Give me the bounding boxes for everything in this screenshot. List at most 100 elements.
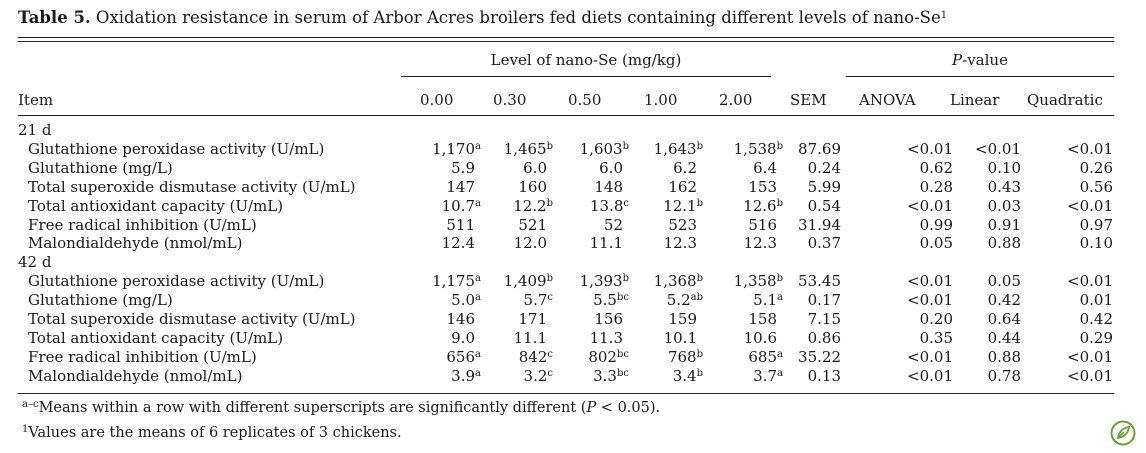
row-item-label: Total superoxide dismutase activity (U/m… (28, 310, 356, 329)
table-row: Malondialdehyde (nmol/mL) 3.9a 3.2c 3.3bc 3.… (18, 367, 1113, 386)
significance-superscript: a (475, 367, 481, 379)
col-header-level-4: 2.00 (719, 91, 753, 109)
anova-pvalue: 0.20 (919, 310, 953, 329)
level-value-cell: 768b (629, 348, 703, 367)
row-item-label: Glutathione (mg/L) (28, 291, 173, 310)
level-value-cell: 521 (481, 216, 553, 235)
level-value: 3.4 (672, 366, 697, 385)
level-value: 521 (518, 215, 547, 234)
table-row: Total antioxidant capacity (U/mL) 10.7a 12… (18, 197, 1113, 216)
header-bottom-rule (18, 115, 1114, 117)
caption-label: Table 5. (18, 8, 91, 27)
level-value: 11.3 (589, 328, 623, 347)
level-value-cell: 147 (401, 178, 481, 197)
significance-superscript: a (475, 273, 481, 285)
quadratic-pvalue: 0.42 (1079, 310, 1113, 329)
row-item-label: Malondialdehyde (nmol/mL) (28, 366, 243, 385)
footnote-replicates: 1Values are the means of 6 replicates of… (22, 424, 402, 442)
level-value: 3.2 (523, 366, 548, 385)
level-value-cell: 3.2c (481, 367, 553, 386)
quadratic-pvalue: 0.97 (1079, 215, 1113, 234)
significance-superscript: a (777, 367, 783, 379)
level-value: 5.9 (451, 158, 475, 177)
level-value: 5.7 (523, 291, 548, 310)
col-header-level-1: 0.30 (493, 91, 527, 109)
level-value: 1,538 (733, 139, 777, 158)
level-value-cell: 11.3 (553, 329, 629, 348)
top-rule (18, 37, 1114, 39)
linear-pvalue: <0.01 (975, 139, 1021, 158)
quadratic-pvalue: <0.01 (1067, 139, 1113, 158)
col-header-level-2: 0.50 (568, 91, 602, 109)
quadratic-pvalue: 0.01 (1079, 291, 1113, 310)
level-value-cell: 3.4b (629, 367, 703, 386)
level-value: 12.6 (743, 196, 777, 215)
sem-value: 7.15 (807, 310, 841, 329)
level-value: 10.7 (441, 196, 476, 215)
level-value-cell: 159 (629, 310, 703, 329)
level-value: 12.1 (663, 196, 697, 215)
sem-value: 5.99 (807, 177, 841, 196)
anova-pvalue: 0.35 (919, 328, 953, 347)
level-value: 1,393 (579, 272, 623, 291)
significance-superscript: a (475, 140, 481, 152)
level-value-cell: 5.1a (703, 291, 783, 310)
quadratic-pvalue: <0.01 (1067, 196, 1113, 215)
level-value-cell: 6.2 (629, 159, 703, 178)
col-header-anova: ANOVA (859, 91, 916, 109)
table-row: Glutathione peroxidase activity (U/mL) 1,… (18, 140, 1113, 159)
leaf-logo-icon[interactable] (1110, 420, 1136, 446)
level-value-cell: 146 (401, 310, 481, 329)
anova-pvalue: 0.28 (919, 177, 953, 196)
linear-pvalue: 0.10 (987, 158, 1021, 177)
linear-pvalue: 0.64 (987, 310, 1021, 329)
top-rule-double (18, 41, 1114, 43)
linear-pvalue: 0.44 (987, 328, 1021, 347)
significance-superscript: c (623, 197, 629, 209)
level-value-cell: 511 (401, 216, 481, 235)
table-row: Glutathione (mg/L) 5.9 6.0 6.0 6.2 6.4 0.24 0.6… (18, 159, 1113, 178)
anova-pvalue: 0.99 (919, 215, 953, 234)
level-value: 10.6 (743, 328, 777, 347)
level-value-cell: 516 (703, 216, 783, 235)
level-value-cell: 1,643b (629, 140, 703, 159)
anova-pvalue: 0.62 (919, 158, 953, 177)
level-value: 6.2 (673, 158, 697, 177)
level-value-cell: 5.2ab (629, 291, 703, 310)
table-row: Glutathione (mg/L) 5.0a 5.7c 5.5bc 5.2ab 5.1a… (18, 291, 1113, 310)
footnote-sig-mark: a–c (22, 399, 39, 410)
level-value: 11.1 (589, 234, 623, 253)
col-header-quadratic: Quadratic (1027, 91, 1103, 109)
quadratic-pvalue: <0.01 (1067, 272, 1113, 291)
level-value-cell: 52 (553, 216, 629, 235)
level-value-cell: 1,538b (703, 140, 783, 159)
col-header-item: Item (18, 91, 54, 109)
data-table: 21 d Glutathione peroxidase activity (U/m… (18, 121, 1113, 386)
anova-pvalue: <0.01 (907, 196, 953, 215)
level-value-cell: 12.2b (481, 197, 553, 216)
significance-superscript: a (475, 292, 481, 304)
level-value: 160 (518, 177, 547, 196)
level-value-cell: 12.3 (629, 234, 703, 253)
level-value: 3.9 (451, 366, 476, 385)
level-value-cell: 1,603b (553, 140, 629, 159)
row-item-label: Glutathione peroxidase activity (U/mL) (28, 139, 325, 158)
level-value-cell: 10.6 (703, 329, 783, 348)
level-value-cell: 12.0 (481, 234, 553, 253)
level-value-cell: 11.1 (553, 234, 629, 253)
sem-value: 0.86 (807, 328, 841, 347)
footnote-rep-mark: 1 (22, 424, 29, 435)
significance-superscript: a (475, 197, 481, 209)
anova-pvalue: 0.05 (919, 234, 953, 253)
level-value: 6.0 (523, 158, 547, 177)
table-row: Total antioxidant capacity (U/mL) 9.0 11.1… (18, 329, 1113, 348)
level-value-cell: 12.6b (703, 197, 783, 216)
sem-value: 87.69 (798, 139, 841, 158)
sem-value: 0.54 (807, 196, 841, 215)
level-value-cell: 3.9a (401, 367, 481, 386)
sem-value: 0.13 (807, 366, 841, 385)
linear-pvalue: 0.05 (987, 272, 1021, 291)
significance-superscript: c (547, 348, 553, 360)
significance-superscript: b (622, 140, 629, 152)
level-value: 685 (748, 347, 778, 366)
